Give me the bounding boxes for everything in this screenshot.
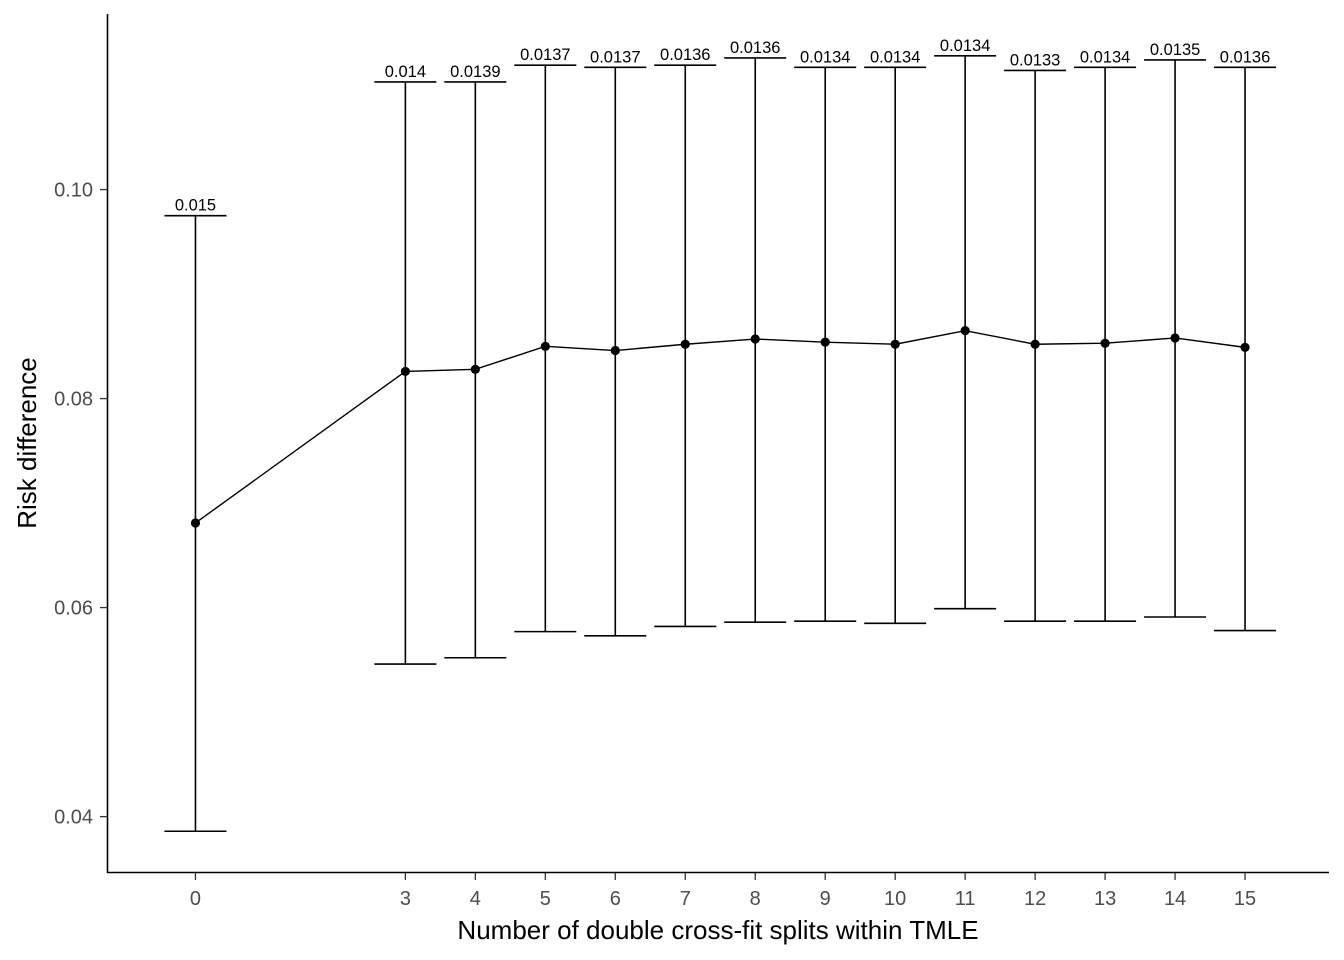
x-tick-label-6: 6 [610, 888, 621, 910]
data-point-9 [820, 337, 830, 347]
series-line [195, 329, 1246, 524]
y-axis-title: Risk difference [12, 357, 42, 529]
data-point-14 [1170, 333, 1180, 343]
data-point-3 [400, 366, 410, 377]
x-tick-label-11: 11 [955, 888, 976, 910]
x-tick-label-10: 10 [884, 888, 906, 910]
x-tick-label-4: 4 [470, 888, 481, 910]
x-tick-label-3: 3 [400, 888, 411, 910]
y-tick-label-3: 0.10 [54, 180, 93, 202]
x-tick-label-13: 13 [1094, 888, 1116, 910]
data-point-6 [610, 345, 620, 356]
y-tick-label-0: 0.04 [54, 807, 93, 829]
x-tick-label-14: 14 [1164, 888, 1186, 910]
data-point-7 [680, 339, 690, 349]
se-label-10: 0.0134 [870, 48, 920, 66]
x-axis-title: Number of double cross-fit splits within… [457, 915, 978, 945]
se-label-11: 0.0134 [940, 37, 990, 55]
se-label-8: 0.0136 [730, 39, 780, 57]
data-point-15 [1240, 342, 1250, 352]
x-tick-label-8: 8 [750, 888, 761, 910]
y-tick-label-2: 0.08 [54, 389, 93, 411]
data-point-0 [190, 518, 201, 528]
data-point-8 [750, 334, 760, 344]
plot-area: 0.015 0.014 0.0139 0.0137 0.0137 0.0136 0.0136… [164, 37, 1277, 833]
data-point-10 [890, 339, 900, 349]
x-axis-ticks: 0 3 4 5 6 7 8 9 10 11 12 13 14 15 [190, 873, 1256, 910]
se-label-9: 0.0134 [800, 48, 850, 66]
se-label-4: 0.0139 [450, 63, 500, 81]
y-axis-ticks: 0.04 0.06 0.08 0.10 [54, 180, 107, 829]
se-label-14: 0.0135 [1150, 41, 1200, 59]
data-point-4 [470, 364, 480, 374]
x-tick-label-0: 0 [190, 888, 201, 910]
x-tick-label-9: 9 [820, 888, 831, 910]
x-tick-label-5: 5 [540, 888, 551, 910]
se-label-0: 0.015 [175, 197, 216, 215]
se-label-5: 0.0137 [520, 46, 570, 64]
y-tick-label-1: 0.06 [54, 598, 93, 620]
se-label-7: 0.0136 [660, 46, 710, 64]
x-tick-label-7: 7 [680, 888, 691, 910]
x-tick-label-15: 15 [1234, 888, 1256, 910]
se-label-15: 0.0136 [1220, 48, 1270, 66]
se-label-13: 0.0134 [1080, 48, 1130, 66]
data-point-5 [540, 341, 550, 351]
se-label-12: 0.0133 [1010, 51, 1060, 69]
x-tick-label-12: 12 [1024, 888, 1046, 910]
se-label-6: 0.0137 [590, 48, 640, 66]
data-point-13 [1100, 338, 1110, 348]
data-point-12 [1030, 339, 1040, 349]
data-point-11 [960, 326, 970, 336]
se-label-3: 0.014 [385, 63, 426, 81]
